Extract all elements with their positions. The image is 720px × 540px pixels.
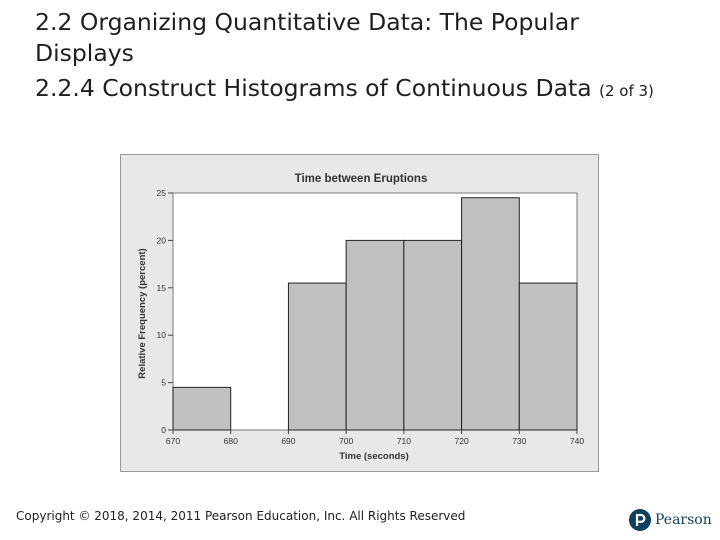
pearson-logo-text: Pearson [655, 512, 712, 528]
y-tick-label: 5 [161, 378, 166, 388]
y-tick-label: 20 [157, 235, 167, 245]
histogram-bar [172, 386, 232, 431]
y-tick-label: 0 [161, 425, 166, 435]
x-tick-label: 740 [570, 436, 584, 446]
y-tick-label: 15 [157, 283, 167, 293]
histogram-panel: 0 5 10 15 20 25 670 680 690 700 710 720 730 740 Time b… [120, 154, 599, 472]
page-indicator: (2 of 3) [599, 82, 654, 100]
histogram-bar [518, 282, 578, 431]
x-tick-label: 700 [339, 436, 353, 446]
chart-title: Time between Eruptions [295, 173, 428, 185]
slide-subtitle: 2.2.4 Construct Histograms of Continuous… [35, 73, 654, 107]
x-tick-label: 720 [454, 436, 468, 446]
histogram-bar [403, 239, 463, 431]
x-tick-label: 730 [512, 436, 526, 446]
pearson-logo: Pearson [629, 509, 712, 531]
histogram-bar [345, 239, 405, 431]
y-tick-label: 25 [157, 188, 167, 198]
x-tick-label: 680 [224, 436, 238, 446]
y-axis-label: Relative Frequency (percent) [137, 248, 148, 378]
histogram-bar [287, 282, 347, 431]
histogram-bar [461, 197, 520, 431]
slide-title-line-2: Displays [35, 39, 134, 67]
x-tick-label: 710 [397, 436, 411, 446]
x-axis-label: Time (seconds) [339, 451, 409, 462]
slide-title-line-1: 2.2 Organizing Quantitative Data: The Po… [35, 8, 579, 36]
pearson-p-icon [629, 509, 651, 531]
copyright-notice: Copyright © 2018, 2014, 2011 Pearson Edu… [16, 509, 466, 523]
x-tick-label: 670 [166, 436, 180, 446]
y-tick-label: 10 [157, 330, 167, 340]
x-tick-label: 690 [281, 436, 295, 446]
histogram-chart: 0 5 10 15 20 25 670 680 690 700 710 720 730 740 Time b… [137, 173, 584, 462]
subtitle-text: 2.2.4 Construct Histograms of Continuous… [35, 74, 592, 102]
